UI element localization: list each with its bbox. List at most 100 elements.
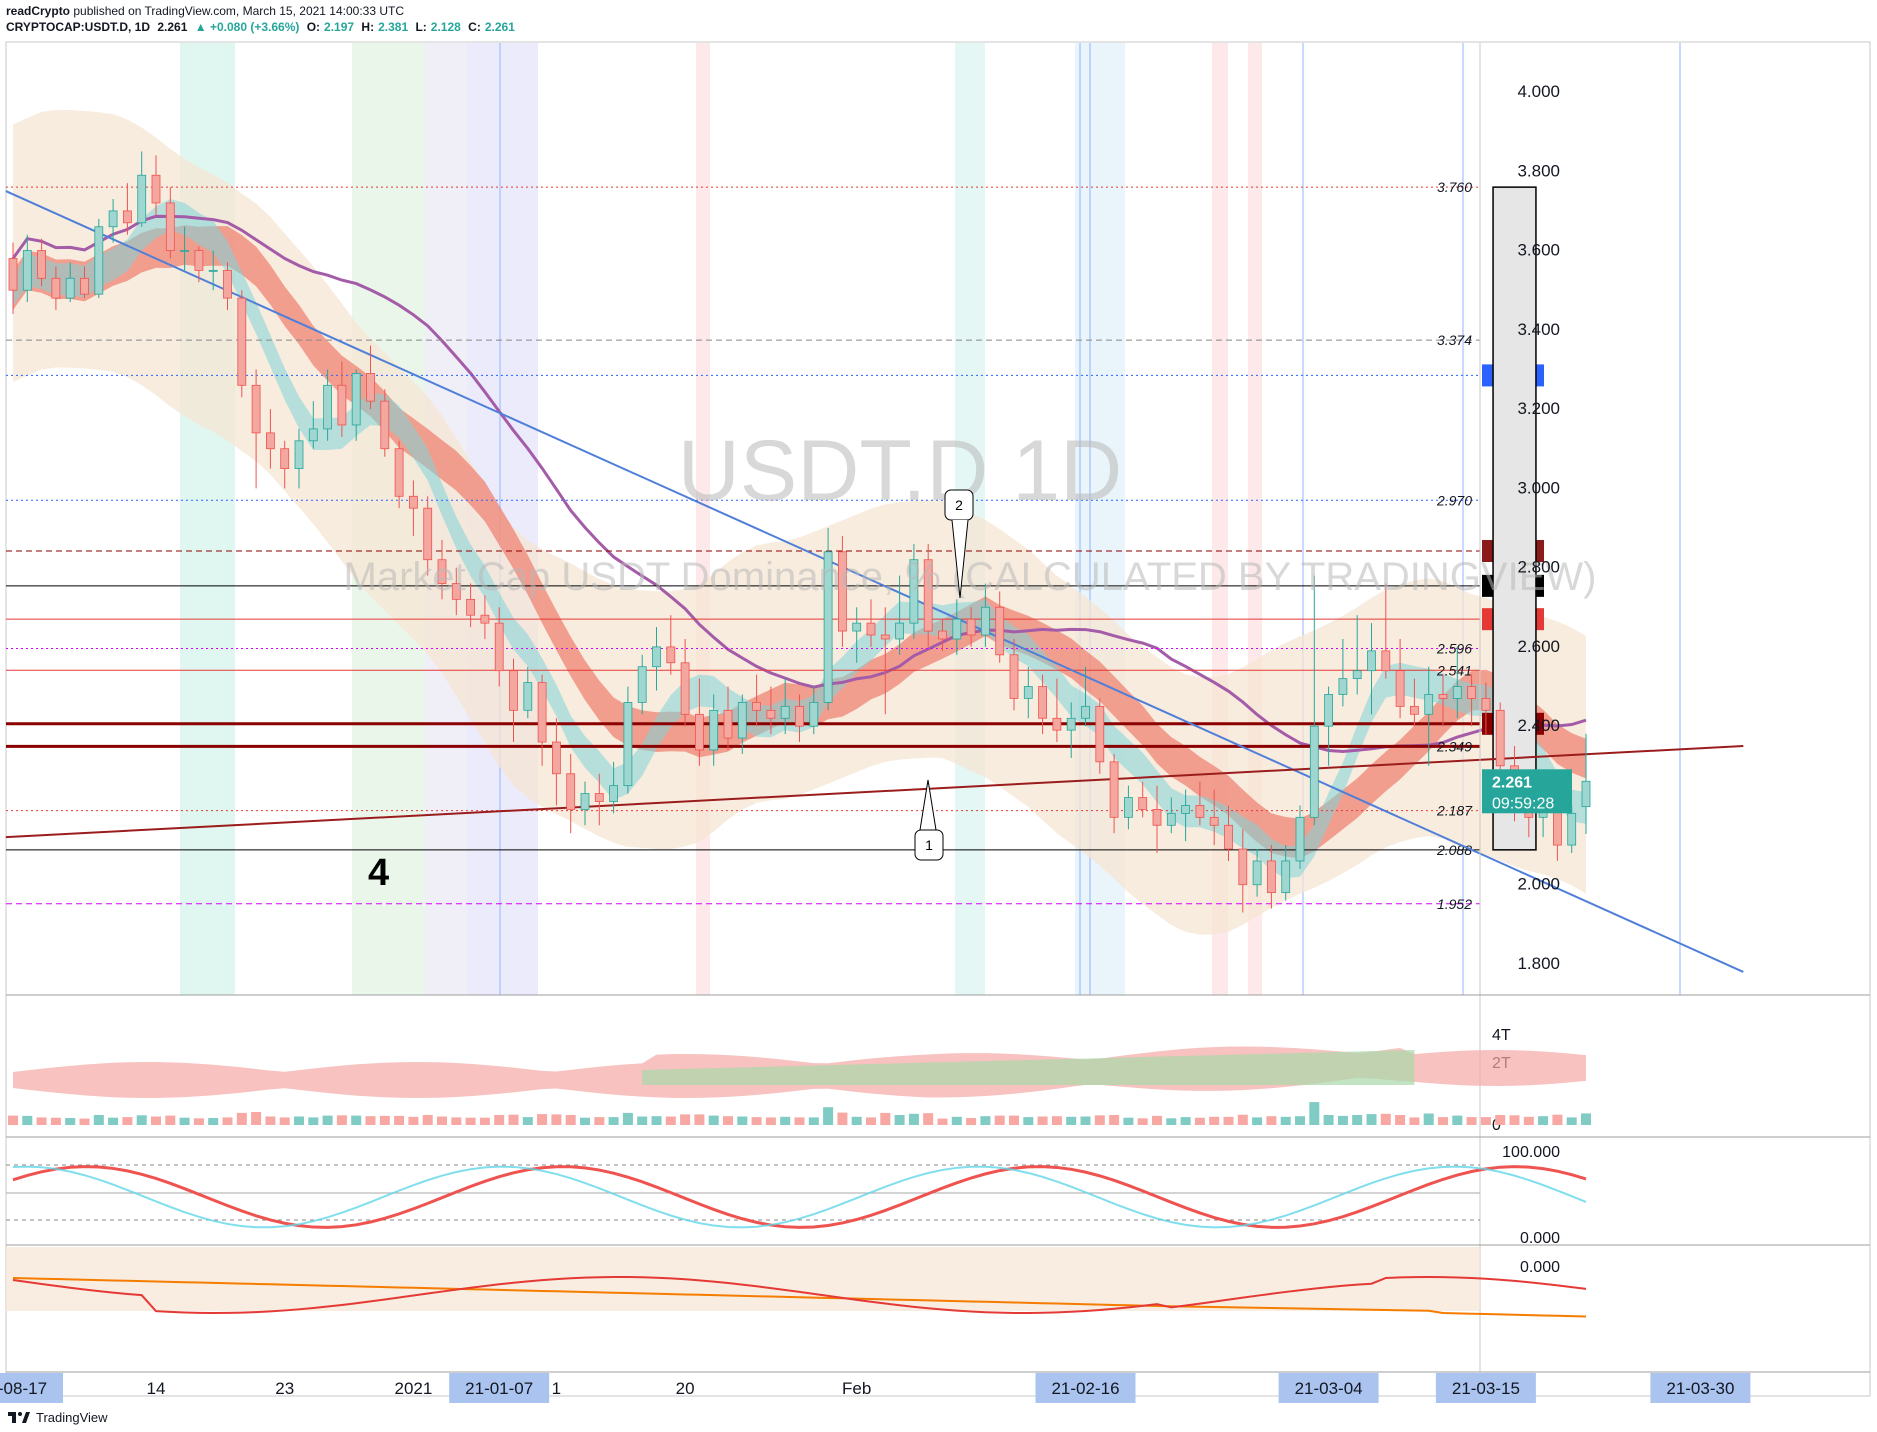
volume-bar [79, 1118, 90, 1125]
candle-body [208, 269, 218, 272]
volume-bar [908, 1113, 919, 1125]
chart-canvas[interactable]: 3.7603.3743.2852.9702.8422.7542.6702.596… [0, 40, 1877, 1406]
candle-body [1038, 686, 1047, 719]
wave-label-4: 4 [368, 852, 389, 894]
time-tick-label: 21-02-16 [1051, 1379, 1119, 1398]
volume-bar [1152, 1115, 1162, 1125]
open-label: O: [306, 20, 321, 34]
volume-bar [22, 1115, 33, 1125]
panel4-tick-label: 0.000 [1520, 1259, 1560, 1276]
volume-bar [637, 1116, 648, 1125]
volume-bar [236, 1112, 247, 1125]
volume-bar [866, 1117, 876, 1125]
volume-bar [451, 1117, 462, 1125]
volume-bar [1223, 1116, 1234, 1125]
volume-bar [408, 1116, 419, 1125]
volume-bar [50, 1117, 61, 1125]
time-tick-label: 20 [676, 1379, 695, 1398]
volume-bar [1509, 1115, 1520, 1125]
volume-bar [994, 1115, 1005, 1125]
volume-bar [365, 1116, 376, 1125]
candle-body [1324, 694, 1333, 727]
price-level-label: 2.088 [1436, 842, 1472, 858]
volume-bar [222, 1117, 233, 1125]
candle-body [423, 507, 433, 561]
candle-body [480, 614, 490, 624]
candle-body [380, 400, 390, 450]
ma-ribbons [11, 199, 1587, 879]
volume-bar [737, 1116, 748, 1125]
candle-body [637, 666, 647, 703]
tradingview-brand: TradingView [36, 1409, 108, 1425]
candle-body [909, 559, 919, 624]
volume-bar [1180, 1117, 1191, 1125]
volume-bar [1323, 1115, 1334, 1125]
volume-bar [1495, 1115, 1506, 1125]
candle-body [1238, 848, 1248, 886]
time-tick-label: 21-03-30 [1666, 1379, 1734, 1398]
callout-2-pointer [951, 519, 969, 599]
volume-bar [708, 1115, 719, 1125]
volume-bar [1552, 1114, 1563, 1125]
candle-body [137, 174, 147, 224]
candle-body [123, 210, 132, 224]
volume-bar [1352, 1115, 1363, 1125]
volume-bar [1409, 1117, 1420, 1125]
high-label: H: [361, 20, 375, 34]
candle-body [923, 559, 933, 632]
candle-body [838, 551, 847, 632]
candle-body [1395, 670, 1405, 707]
time-label-badge [449, 1373, 550, 1403]
price-change: ▲ +0.080 (+3.66%) [194, 20, 300, 34]
panel4-band [6, 1247, 1480, 1311]
candle-body [509, 670, 518, 711]
candle-body [594, 793, 604, 802]
volume-bar [379, 1115, 390, 1125]
volume-bar [723, 1116, 733, 1125]
callout-1-pointer [919, 779, 937, 831]
price-tick-label: 1.800 [1517, 954, 1560, 973]
volume-bar [251, 1112, 262, 1125]
candle-body [351, 373, 361, 426]
tradingview-logo-icon [8, 1412, 30, 1423]
volume-bar [65, 1118, 76, 1125]
symbol-label[interactable]: CRYPTOCAP:USDT.D, 1D [6, 20, 151, 34]
candle-body [1138, 797, 1148, 810]
volume-bar [36, 1117, 47, 1125]
volume-bar [594, 1117, 605, 1125]
candle-body [880, 634, 890, 640]
candle-body [1352, 670, 1362, 680]
price-level-label: 2.596 [1436, 640, 1472, 656]
volume-bar [1194, 1117, 1205, 1125]
publish-line: readCrypto published on TradingView.com,… [6, 3, 1866, 19]
volume-bar [1566, 1117, 1577, 1125]
close-value: 2.261 [484, 20, 515, 34]
candle-body [1195, 805, 1205, 818]
time-tick-label: 21-01-07 [465, 1379, 533, 1398]
publisher-name[interactable]: readCrypto [6, 4, 71, 18]
low-value: 2.128 [430, 20, 461, 34]
volume-bar [465, 1117, 476, 1125]
volume-bar [966, 1118, 977, 1125]
candle-body [108, 210, 118, 228]
candle-body [80, 277, 89, 295]
candle-body [1109, 761, 1119, 818]
candle-body [265, 432, 275, 450]
volume-bar [322, 1115, 333, 1125]
candle-body [437, 559, 447, 584]
volume-bar [951, 1116, 962, 1125]
candle-body [1009, 654, 1019, 699]
volume-bar [1266, 1116, 1277, 1125]
candle-body [709, 709, 719, 751]
candle-body [795, 705, 804, 727]
volume-bar [1538, 1116, 1549, 1125]
volume-bar [279, 1117, 290, 1125]
tradingview-footer[interactable]: TradingView [8, 1406, 108, 1428]
candle-body [1338, 678, 1348, 695]
time-tick-label: 14 [147, 1379, 166, 1398]
volume-bar [808, 1117, 819, 1125]
watermark-description: Market Cap USDT Dominance, % (CALCULATED… [344, 555, 1597, 599]
time-label-badge [1435, 1373, 1536, 1403]
candle-body [981, 606, 990, 636]
volume-bar [394, 1115, 405, 1125]
